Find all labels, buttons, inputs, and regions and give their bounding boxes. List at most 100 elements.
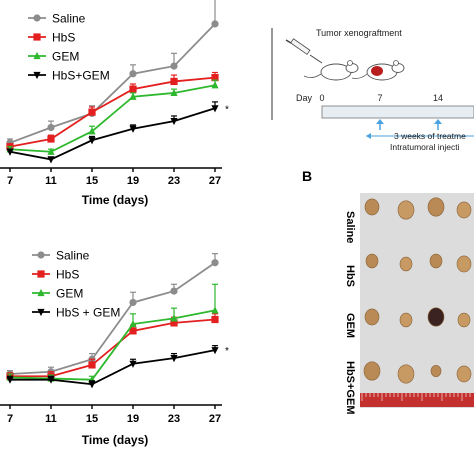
data-point [88,361,96,369]
day-tick-7: 7 [377,93,382,103]
day-tick-0: 0 [319,93,324,103]
data-point [88,137,96,145]
series-line [10,349,216,386]
series-line [10,318,216,378]
legend-marker [37,270,45,278]
legend-label: Saline [52,12,86,26]
significance-star: * [225,346,229,357]
treatment-note: 3 weeks of treatme [394,131,466,141]
series-line [9,107,216,161]
series-line [9,309,216,381]
data-point [211,20,219,28]
ruler [360,393,474,407]
tumor-specimen [430,364,442,378]
injection-note: Intratumoral injecti [390,142,460,152]
injection-arrow-icon [434,119,442,130]
data-point [211,315,219,324]
series-hbs_gem [6,101,219,164]
x-tick-label: 19 [127,175,139,187]
tumor-specimen [429,253,443,269]
tumor-specimen [399,256,413,272]
mouse-icon [303,60,359,81]
tumor-specimen [363,361,381,381]
tumor-specimen [364,198,380,216]
data-point [170,319,178,327]
x-tick-label: 15 [86,175,98,187]
tumor-specimen [456,201,472,219]
tumor-specimen [456,365,472,383]
legend-label: GEM [52,50,79,64]
data-point [88,381,96,389]
data-point [6,376,14,384]
tumor-specimens [363,197,472,384]
legend: Saline HbS GEM HbS + GEM [32,249,120,320]
data-point [6,148,14,156]
data-point [170,287,178,295]
data-point [129,92,137,100]
data-point [211,81,219,89]
tumor-growth-chart-bottom: 7 11 15 19 23 27 Time (days) * Saline HbS GEM HbS +… [0,249,229,447]
data-point [88,108,96,116]
series-line [9,76,216,148]
x-tick-label: 11 [45,175,57,187]
panel-label-b: B [302,168,312,184]
legend-marker [33,71,41,80]
series-gem [6,283,219,383]
x-tick-label: 23 [168,413,180,425]
data-point [47,135,55,143]
tumor-growth-chart-top: 7 11 15 19 23 27 Time (days) * Saline HbS GEM HbS+G… [0,0,229,207]
legend-label: HbS [56,268,79,282]
x-axis-label: Time (days) [82,433,148,447]
legend-marker [33,14,41,22]
data-point [170,117,178,126]
x-tick-label: 7 [7,175,13,187]
data-point [211,259,219,267]
row-label-gem: GEM [344,313,356,338]
legend-marker [37,308,45,317]
data-point [170,62,178,70]
xenograft-label: Tumor xenograftment [316,28,402,38]
data-point [129,298,137,307]
data-point [88,127,96,135]
timeline-bar [321,105,474,119]
row-label-saline: Saline [344,211,356,243]
series-line [9,23,216,144]
data-point [211,306,219,314]
legend-marker [37,251,45,259]
syringe-icon [285,38,323,64]
data-point [170,314,178,322]
x-tick-label: 27 [209,413,221,425]
treatment-timeline: Tumor xenograftment Day 0 7 14 [271,28,474,152]
data-point [129,360,137,368]
tumor-specimen [457,312,471,328]
tumor-specimen [365,253,379,269]
data-point [47,147,55,155]
tumor-specimen [397,364,415,384]
significance-star: * [225,104,229,115]
data-point [129,85,137,93]
legend-label: HbS+GEM [52,69,110,83]
x-tick-label: 19 [127,413,139,425]
data-point [170,77,178,86]
legend-label: HbS + GEM [56,306,120,320]
legend-label: HbS [52,31,75,45]
series-line [9,261,216,375]
legend-label: Saline [56,249,90,263]
tumor-photo-panel: B Saline HbS GEM HbS+GEM [302,168,474,414]
tumor-specimen [399,312,413,328]
data-point [129,125,137,133]
legend-marker [33,33,41,41]
series-line [9,84,216,153]
data-point [211,74,219,82]
data-point [170,355,178,363]
tumor-mouse-icon [351,60,405,81]
series-hbs_gem [6,345,219,389]
tumor-specimen [364,308,380,326]
series-hbs [6,313,219,380]
ruler-ticks [361,393,471,401]
row-label-hbs: HbS [344,265,356,287]
legend-marker [37,288,45,297]
data-point [211,105,219,113]
x-tick-label: 7 [7,413,13,425]
